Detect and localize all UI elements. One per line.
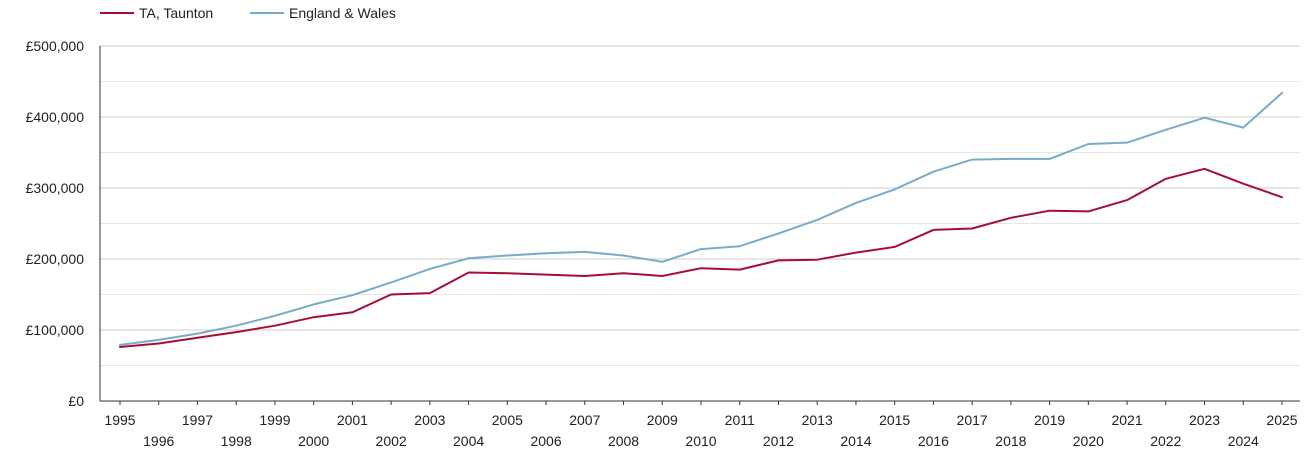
x-tick-label: 2017 xyxy=(957,412,988,428)
x-tick-label: 1998 xyxy=(221,433,252,449)
x-tick-label: 2013 xyxy=(802,412,833,428)
x-tick-label: 2021 xyxy=(1111,412,1142,428)
x-axis: 1995 1996 1997 1998 1999 2000 2001 2002 2003 2004… xyxy=(100,400,1300,449)
y-tick-label: £100,000 xyxy=(26,322,85,338)
legend-label-england-wales: England & Wales xyxy=(289,5,396,21)
x-tick-label: 2009 xyxy=(647,412,678,428)
x-tick-label: 1995 xyxy=(104,412,135,428)
x-tick-label: 2008 xyxy=(608,433,639,449)
x-tick-label: 1996 xyxy=(143,433,174,449)
gridlines xyxy=(100,45,1300,366)
series-line-ta-taunton xyxy=(119,167,1283,348)
chart-legend: TA, Taunton England & Wales xyxy=(100,5,396,21)
x-tick-label: 2015 xyxy=(879,412,910,428)
x-tick-label: 2011 xyxy=(725,412,755,428)
x-tick-label: 2025 xyxy=(1266,412,1297,428)
x-tick-label: 2023 xyxy=(1189,412,1220,428)
y-tick-label: £0 xyxy=(68,393,84,409)
x-tick-label: 2024 xyxy=(1228,433,1259,449)
x-tick-label: 2002 xyxy=(376,433,407,449)
x-tick-label: 2000 xyxy=(298,433,329,449)
x-tick-label: 2012 xyxy=(763,433,794,449)
y-tick-label: £400,000 xyxy=(26,109,85,125)
x-tick-label: 2006 xyxy=(530,433,561,449)
y-tick-label: £200,000 xyxy=(26,251,85,267)
x-tick-label: 2018 xyxy=(995,433,1026,449)
x-tick-label: 1999 xyxy=(259,412,290,428)
x-tick-label: 2010 xyxy=(685,433,716,449)
x-tick-label: 2004 xyxy=(453,433,484,449)
series-line-england-wales xyxy=(119,91,1283,346)
y-axis: £0 £100,000 £200,000 £300,000 £400,000 £500,0… xyxy=(26,38,101,409)
x-tick-label: 2016 xyxy=(918,433,949,449)
x-tick-label: 2019 xyxy=(1034,412,1065,428)
x-tick-label: 2005 xyxy=(492,412,523,428)
x-tick-label: 2022 xyxy=(1150,433,1181,449)
x-tick-label: 2001 xyxy=(337,412,368,428)
legend-label-taunton: TA, Taunton xyxy=(139,5,213,21)
x-tick-label: 2003 xyxy=(414,412,445,428)
y-tick-label: £300,000 xyxy=(26,180,85,196)
y-tick-label: £500,000 xyxy=(26,38,85,54)
x-tick-label: 2020 xyxy=(1073,433,1104,449)
x-tick-label: 2014 xyxy=(840,433,871,449)
series-lines xyxy=(119,91,1283,348)
x-tick-label: 1997 xyxy=(182,412,213,428)
x-tick-label: 2007 xyxy=(569,412,600,428)
